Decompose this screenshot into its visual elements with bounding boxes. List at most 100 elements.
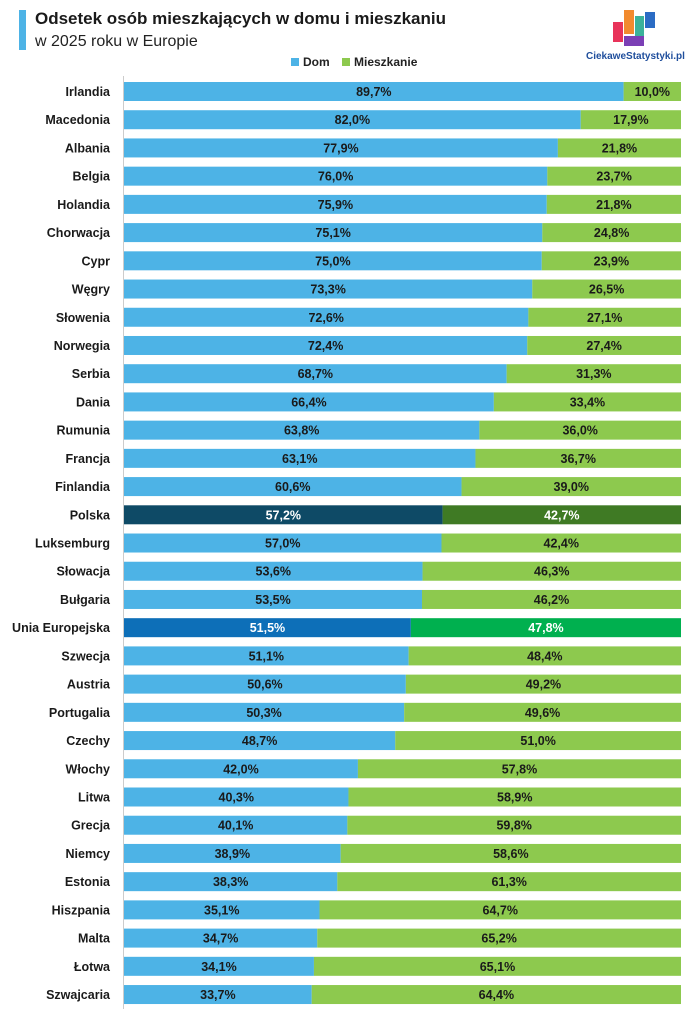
category-label-malta: Malta — [78, 932, 111, 946]
data-label-dom-hiszpania: 35,1% — [204, 903, 239, 917]
bar-dom-cypr — [124, 251, 542, 271]
category-label-luksemburg: Luksemburg — [35, 537, 110, 551]
category-label-austria: Austria — [67, 678, 111, 692]
category-label-grecja: Grecja — [71, 819, 111, 833]
logo-icon — [613, 10, 655, 46]
legend-swatch-mieszkanie — [342, 58, 350, 66]
legend-label-mieszkanie: Mieszkanie — [354, 55, 418, 69]
bar-mieszkanie-bułgaria — [421, 589, 681, 609]
data-label-dom-luksemburg: 57,0% — [265, 537, 300, 551]
data-label-dom-portugalia: 50,3% — [246, 706, 281, 720]
bar-mieszkanie-węgry — [532, 279, 681, 299]
bar-mieszkanie-portugalia — [404, 702, 681, 722]
category-label-unia-europejska: Unia Europejska — [12, 621, 111, 635]
bar-mieszkanie-chorwacja — [542, 223, 681, 243]
category-label-węgry: Węgry — [72, 283, 110, 297]
title-accent-bar — [19, 10, 26, 50]
category-label-dania: Dania — [76, 395, 111, 409]
data-label-mieszkanie-szwajcaria: 64,4% — [479, 988, 514, 1002]
bar-mieszkanie-słowenia — [528, 307, 681, 327]
chart-legend: Dom Mieszkanie — [0, 55, 697, 71]
bar-dom-francja — [124, 448, 476, 468]
data-label-dom-słowacja: 53,6% — [256, 565, 291, 579]
data-label-dom-holandia: 75,9% — [318, 198, 353, 212]
bar-dom-austria — [124, 674, 406, 694]
data-label-mieszkanie-bułgaria: 46,2% — [534, 593, 569, 607]
data-label-dom-niemcy: 38,9% — [215, 847, 250, 861]
data-label-mieszkanie-włochy: 57,8% — [502, 762, 537, 776]
data-label-mieszkanie-polska: 42,7% — [544, 508, 579, 522]
data-label-mieszkanie-unia-europejska: 47,8% — [528, 621, 563, 635]
category-label-czechy: Czechy — [66, 734, 110, 748]
data-label-mieszkanie-finlandia: 39,0% — [554, 480, 589, 494]
data-label-dom-malta: 34,7% — [203, 932, 238, 946]
data-label-mieszkanie-szwecja: 48,4% — [527, 649, 562, 663]
bar-mieszkanie-norwegia — [527, 335, 681, 355]
data-label-dom-węgry: 73,3% — [310, 283, 345, 297]
data-label-mieszkanie-cypr: 23,9% — [594, 254, 629, 268]
bar-mieszkanie-holandia — [546, 194, 681, 214]
bar-dom-bułgaria — [124, 589, 422, 609]
bar-mieszkanie-łotwa — [313, 956, 681, 976]
bar-dom-belgia — [124, 166, 548, 186]
bar-mieszkanie-austria — [405, 674, 681, 694]
bar-mieszkanie-rumunia — [479, 420, 681, 440]
data-label-dom-macedonia: 82,0% — [335, 113, 370, 127]
category-label-holandia: Holandia — [57, 198, 111, 212]
data-label-dom-norwegia: 72,4% — [308, 339, 343, 353]
data-label-mieszkanie-malta: 65,2% — [481, 932, 516, 946]
bar-dom-finlandia — [124, 477, 462, 497]
bar-dom-polska — [124, 505, 443, 525]
data-label-mieszkanie-irlandia: 10,0% — [635, 85, 670, 99]
data-label-mieszkanie-słowacja: 46,3% — [534, 565, 569, 579]
category-label-litwa: Litwa — [78, 791, 111, 805]
bar-dom-estonia — [124, 872, 338, 892]
data-label-mieszkanie-czechy: 51,0% — [520, 734, 555, 748]
bar-dom-unia-europejska — [124, 618, 411, 638]
data-label-mieszkanie-litwa: 58,9% — [497, 791, 532, 805]
bar-mieszkanie-hiszpania — [319, 900, 681, 920]
data-label-mieszkanie-estonia: 61,3% — [491, 875, 526, 889]
bar-mieszkanie-dania — [493, 392, 681, 412]
data-label-mieszkanie-norwegia: 27,4% — [586, 339, 621, 353]
data-label-mieszkanie-grecja: 59,8% — [496, 819, 531, 833]
bar-mieszkanie-niemcy — [340, 843, 681, 863]
category-label-belgia: Belgia — [72, 170, 111, 184]
category-label-serbia: Serbia — [72, 367, 111, 381]
data-label-dom-chorwacja: 75,1% — [315, 226, 350, 240]
data-label-dom-litwa: 40,3% — [219, 791, 254, 805]
data-label-dom-czechy: 48,7% — [242, 734, 277, 748]
bar-dom-serbia — [124, 364, 507, 384]
bar-mieszkanie-serbia — [506, 364, 681, 384]
data-label-dom-irlandia: 89,7% — [356, 85, 391, 99]
data-label-mieszkanie-niemcy: 58,6% — [493, 847, 528, 861]
bar-mieszkanie-litwa — [348, 787, 681, 807]
data-label-dom-cypr: 75,0% — [315, 254, 350, 268]
category-label-estonia: Estonia — [65, 875, 111, 889]
bar-dom-włochy — [124, 759, 358, 779]
data-label-dom-słowenia: 72,6% — [308, 311, 343, 325]
category-label-macedonia: Macedonia — [45, 113, 111, 127]
data-label-mieszkanie-belgia: 23,7% — [596, 170, 631, 184]
bar-dom-chorwacja — [124, 223, 543, 243]
bar-mieszkanie-szwecja — [408, 646, 681, 666]
bar-dom-niemcy — [124, 843, 341, 863]
data-label-dom-francja: 63,1% — [282, 452, 317, 466]
data-label-dom-austria: 50,6% — [247, 678, 282, 692]
category-label-niemcy: Niemcy — [66, 847, 111, 861]
bar-dom-rumunia — [124, 420, 480, 440]
bar-mieszkanie-estonia — [337, 872, 681, 892]
data-label-mieszkanie-rumunia: 36,0% — [562, 424, 597, 438]
data-label-mieszkanie-holandia: 21,8% — [596, 198, 631, 212]
category-label-bułgaria: Bułgaria — [60, 593, 111, 607]
bar-mieszkanie-belgia — [547, 166, 681, 186]
category-label-irlandia: Irlandia — [66, 85, 112, 99]
legend-item-mieszkanie: Mieszkanie — [342, 55, 417, 69]
bar-dom-szwajcaria — [124, 985, 312, 1005]
bar-dom-węgry — [124, 279, 533, 299]
category-label-finlandia: Finlandia — [55, 480, 111, 494]
chart-subtitle: w 2025 roku w Europie — [35, 33, 198, 50]
bar-dom-słowacja — [124, 561, 423, 581]
category-label-rumunia: Rumunia — [57, 424, 112, 438]
